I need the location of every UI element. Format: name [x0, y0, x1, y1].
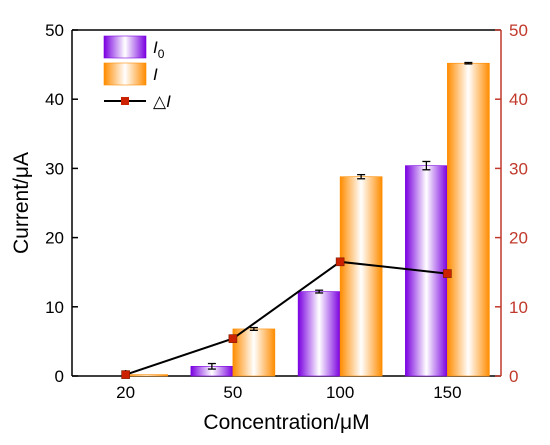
legend-marker: [121, 97, 129, 105]
y2-tick-label: 20: [509, 229, 528, 248]
delta-line-series: [121, 257, 452, 379]
legend-label: △I: [153, 92, 171, 111]
legend-label-prefix: △: [153, 92, 167, 111]
y-tick-label: 30: [45, 159, 64, 178]
bar-i: [125, 374, 168, 377]
delta-marker: [335, 257, 345, 267]
legend-label-main: I: [166, 92, 171, 111]
y2-tick-label: 0: [509, 367, 518, 386]
x-tick-label: 150: [433, 383, 461, 402]
y-axis-title: Current/μA: [10, 152, 33, 254]
y-tick-label: 50: [45, 21, 64, 40]
legend-label: I: [153, 65, 158, 84]
legend-swatch: [103, 35, 147, 59]
legend-swatch: [103, 62, 147, 86]
y-tick-label: 10: [45, 298, 64, 317]
y-tick-label: 0: [55, 367, 64, 386]
y2-tick-label: 10: [509, 298, 528, 317]
x-tick-label: 100: [326, 383, 354, 402]
x-axis-title: Concentration/μM: [203, 411, 369, 434]
bar-i: [232, 328, 276, 377]
bars: [125, 61, 490, 377]
legend-item: I: [103, 62, 158, 86]
axes: 0 10 20 30 40 50 0 10 20 30 40 50 20 50 100 150: [45, 21, 528, 402]
legend-label-main: I: [153, 65, 158, 84]
bar-i: [447, 62, 490, 377]
legend-label-subscript: 0: [158, 47, 165, 61]
y2-tick-label: 40: [509, 90, 528, 109]
y2-tick-label: 30: [509, 159, 528, 178]
bar-i: [339, 176, 383, 377]
y2-tick-label: 50: [509, 21, 528, 40]
x-tick-label: 50: [223, 383, 242, 402]
delta-line: [125, 260, 448, 376]
x-tick-label: 20: [116, 383, 135, 402]
y-tick-label: 20: [45, 229, 64, 248]
legend-item: △I: [104, 92, 171, 111]
legend-item: I0: [103, 35, 165, 61]
legend-label: I0: [153, 38, 165, 61]
delta-marker: [121, 370, 130, 379]
delta-marker: [228, 334, 238, 343]
y-tick-label: 40: [45, 90, 64, 109]
bar-i0: [297, 291, 341, 377]
legend: I0I△I: [103, 35, 171, 111]
delta-marker: [443, 269, 452, 278]
legend-label-main: I: [153, 38, 158, 57]
